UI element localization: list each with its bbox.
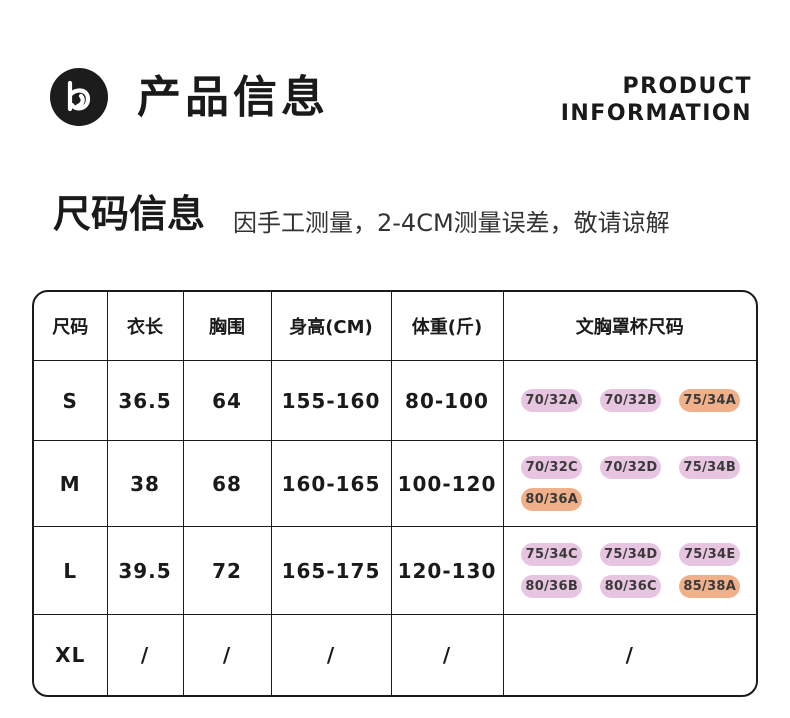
cup-badge: 70/32B [600,389,662,412]
header-weight: 体重(斤) [390,292,504,361]
table-row: M 38 68 160-165 100-120 70/32C 70/32D 75… [34,440,757,527]
cell-weight: / [390,614,504,695]
cup-badge: 80/36B [521,575,583,598]
cell-length: / [106,614,184,695]
table-row: L 39.5 72 165-175 120-130 75/34C 75/34D … [34,526,757,615]
header-size: 尺码 [34,292,108,361]
cell-height: / [270,614,392,695]
brand-logo-icon [50,68,108,126]
cell-size: XL [34,614,108,695]
cell-weight: 100-120 [390,440,504,527]
english-title-line-1: PRODUCT [622,74,752,99]
cell-bust: 64 [182,360,272,441]
cell-height: 155-160 [270,360,392,441]
cup-list: 70/32A 70/32B 75/34A [504,389,757,412]
cell-cups: / [502,614,756,695]
cell-cups: 75/34C 75/34D 75/34E 80/36B 80/36C 85/38… [502,526,757,615]
cup-badge: 75/34C [521,543,583,566]
cup-badge: 75/34B [679,456,741,479]
cup-badge: 75/34A [679,389,741,412]
cell-size: M [34,440,108,527]
cup-list: 70/32C 70/32D 75/34B 80/36A [504,456,757,511]
cell-bust: / [182,614,272,695]
cell-length: 38 [106,440,184,527]
cup-badge: 80/36A [521,488,583,511]
cell-length: 36.5 [106,360,184,441]
english-title-line-2: INFORMATION [560,101,752,126]
table-header-row: 尺码 衣长 胸围 身高(CM) 体重(斤) 文胸罩杯尺码 [34,292,756,361]
table-row: XL / / / / / [34,614,756,695]
cup-badge: 85/38A [679,575,741,598]
table-row: S 36.5 64 155-160 80-100 70/32A 70/32B 7… [34,360,757,441]
measurement-note: 因手工测量，2-4CM测量误差，敬请谅解 [233,209,670,237]
cell-bust: 68 [182,440,272,527]
cup-badge: 70/32C [521,456,583,479]
header-bra-cup: 文胸罩杯尺码 [502,292,756,361]
cell-height: 160-165 [270,440,392,527]
size-table: 尺码 衣长 胸围 身高(CM) 体重(斤) 文胸罩杯尺码 S 36.5 64 1… [32,290,758,697]
cell-cups: 70/32A 70/32B 75/34A [502,360,757,441]
page-title: 产品信息 [137,72,329,123]
header-bust: 胸围 [182,292,272,361]
cup-badge: 70/32A [521,389,583,412]
section-title: 尺码信息 [53,192,206,236]
english-title: PRODUCT INFORMATION [561,73,752,127]
cell-cups: 70/32C 70/32D 75/34B 80/36A [502,440,757,527]
cup-list: 75/34C 75/34D 75/34E 80/36B 80/36C 85/38… [504,543,757,598]
cup-badge: 70/32D [600,456,662,479]
cell-size: L [34,526,108,615]
header-height: 身高(CM) [270,292,392,361]
cell-bust: 72 [182,526,272,615]
cell-size: S [34,360,108,441]
cup-badge: 75/34D [600,543,662,566]
cell-weight: 80-100 [390,360,504,441]
cup-badge: 80/36C [600,575,662,598]
cup-badge: 75/34E [679,543,741,566]
header-length: 衣长 [106,292,184,361]
cell-height: 165-175 [270,526,392,615]
cell-weight: 120-130 [390,526,504,615]
cell-length: 39.5 [106,526,184,615]
